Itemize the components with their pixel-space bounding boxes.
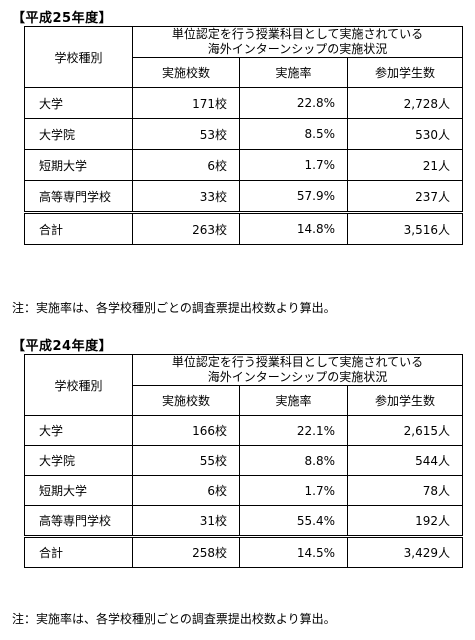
table-row: 大学 166校 22.1% 2,615人 — [24, 415, 464, 446]
cell-schools: 53校 — [132, 118, 240, 150]
col-header-schools: 実施校数 — [132, 57, 240, 88]
footnote-h25: 注：実施率は、各学校種別ごとの調査票提出校数より算出。 — [12, 301, 336, 315]
cell-schools: 6校 — [132, 475, 240, 506]
internship-table-h25: 学校種別 単位認定を行う授業科目として実施されている 海外インターンシップの実施… — [24, 26, 464, 245]
row-type: 高等専門学校 — [24, 180, 133, 213]
table-row: 短期大学 6校 1.7% 21人 — [24, 149, 464, 181]
row-type: 短期大学 — [24, 475, 133, 506]
internship-table-h24: 学校種別 単位認定を行う授業科目として実施されている 海外インターンシップの実施… — [24, 354, 464, 568]
cell-schools: 258校 — [132, 535, 240, 568]
row-type: 高等専門学校 — [24, 505, 133, 537]
group-header: 単位認定を行う授業科目として実施されている 海外インターンシップの実施状況 — [131, 354, 464, 386]
col-header-students: 参加学生数 — [346, 385, 464, 416]
row-type: 大学院 — [24, 445, 133, 476]
cell-rate: 8.5% — [239, 118, 348, 150]
group-header-line2: 海外インターンシップの実施状況 — [207, 42, 388, 56]
cell-students: 21人 — [346, 149, 464, 181]
total-row: 合計 263校 14.8% 3,516人 — [24, 211, 464, 245]
group-header: 単位認定を行う授業科目として実施されている 海外インターンシップの実施状況 — [131, 26, 464, 58]
cell-students: 78人 — [346, 475, 464, 506]
cell-students: 2,728人 — [346, 87, 464, 119]
row-type: 大学院 — [24, 118, 133, 150]
group-header-line2: 海外インターンシップの実施状況 — [207, 370, 388, 384]
row-type: 大学 — [24, 415, 133, 446]
cell-schools: 166校 — [132, 415, 240, 446]
table-row: 短期大学 6校 1.7% 78人 — [24, 475, 464, 506]
cell-students: 3,516人 — [346, 211, 464, 245]
table-row: 高等専門学校 33校 57.9% 237人 — [24, 180, 464, 213]
cell-rate: 8.8% — [239, 445, 348, 476]
cell-students: 3,429人 — [346, 535, 464, 568]
section-title-h24: 【平成24年度】 — [12, 339, 113, 354]
cell-schools: 171校 — [132, 87, 240, 119]
cell-rate: 22.1% — [239, 415, 348, 446]
cell-schools: 55校 — [132, 445, 240, 476]
row-type: 合計 — [24, 535, 133, 568]
cell-students: 544人 — [346, 445, 464, 476]
cell-schools: 6校 — [132, 149, 240, 181]
cell-schools: 33校 — [132, 180, 240, 213]
cell-students: 192人 — [346, 505, 464, 537]
cell-rate: 14.8% — [239, 211, 348, 245]
cell-rate: 14.5% — [239, 535, 348, 568]
table-row: 高等専門学校 31校 55.4% 192人 — [24, 505, 464, 537]
cell-students: 530人 — [346, 118, 464, 150]
table-row: 大学院 55校 8.8% 544人 — [24, 445, 464, 476]
row-type: 短期大学 — [24, 149, 133, 181]
school-type-header: 学校種別 — [24, 354, 133, 416]
cell-schools: 31校 — [132, 505, 240, 537]
table-row: 大学院 53校 8.5% 530人 — [24, 118, 464, 150]
total-row: 合計 258校 14.5% 3,429人 — [24, 535, 464, 568]
col-header-rate: 実施率 — [239, 57, 348, 88]
row-type: 大学 — [24, 87, 133, 119]
section-title-h25: 【平成25年度】 — [12, 11, 113, 26]
cell-schools: 263校 — [132, 211, 240, 245]
cell-students: 237人 — [346, 180, 464, 213]
cell-rate: 1.7% — [239, 475, 348, 506]
footnote-h24: 注：実施率は、各学校種別ごとの調査票提出校数より算出。 — [12, 612, 336, 626]
school-type-header: 学校種別 — [24, 26, 133, 88]
group-header-line1: 単位認定を行う授業科目として実施されている — [171, 355, 424, 369]
table-row: 大学 171校 22.8% 2,728人 — [24, 87, 464, 119]
cell-students: 2,615人 — [346, 415, 464, 446]
col-header-students: 参加学生数 — [346, 57, 464, 88]
cell-rate: 55.4% — [239, 505, 348, 537]
col-header-rate: 実施率 — [239, 385, 348, 416]
cell-rate: 22.8% — [239, 87, 348, 119]
cell-rate: 57.9% — [239, 180, 348, 213]
cell-rate: 1.7% — [239, 149, 348, 181]
row-type: 合計 — [24, 211, 133, 245]
group-header-line1: 単位認定を行う授業科目として実施されている — [171, 27, 424, 41]
col-header-schools: 実施校数 — [132, 385, 240, 416]
